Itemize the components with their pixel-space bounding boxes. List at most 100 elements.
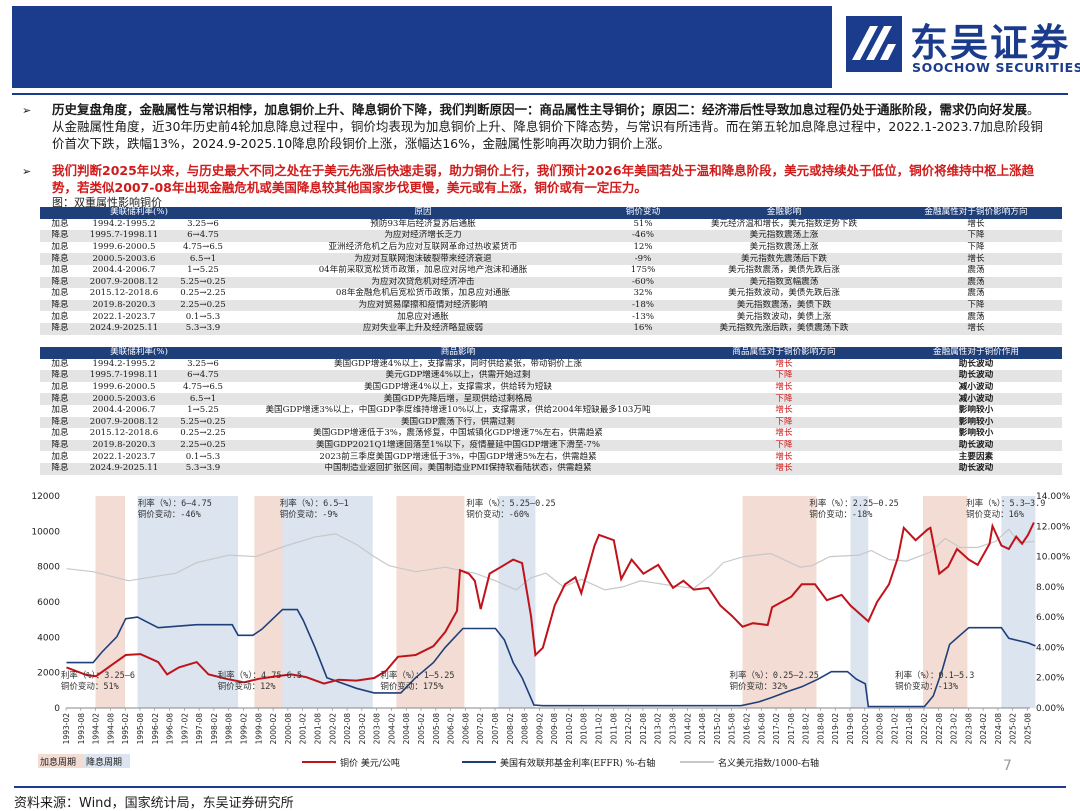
impact-direction: 震荡 — [967, 265, 985, 276]
annotation-rate: 利率（%）：0.1—5.3 — [895, 670, 974, 681]
commodity-impact: 美国GDP先降后增，呈现供给过剩格局 — [238, 393, 678, 405]
x-tick-label: 2004-02 — [387, 713, 396, 745]
copper-price-line — [66, 522, 1035, 685]
copper-change: 175% — [630, 265, 656, 276]
x-tick-label: 2011-08 — [609, 713, 618, 745]
rate-change: 1→5.25 — [187, 405, 219, 416]
t2-row: 加息 2004.4-2006.7 1→5.25 美国GDP增速3%以上，中国GDP季度… — [40, 405, 1062, 417]
annotation-rate: 利率（%）：2.25—0.25 — [809, 498, 898, 509]
x-tick-label: 2015-02 — [713, 713, 722, 745]
cut-period-band — [137, 496, 239, 708]
annotation-rate: 利率（%）：0.25—2.25 — [730, 670, 819, 681]
annotation-rate: 利率（%）：4.75—6.5 — [218, 670, 302, 681]
y-right-tick-label: 14.00% — [1036, 492, 1071, 502]
impact-direction: 增长 — [890, 253, 1062, 265]
annotation-copper: 铜价变动：-46% — [138, 509, 201, 520]
impact-direction: 下降 — [890, 299, 1062, 312]
brand-name-en: SOOCHOW SECURITIES — [912, 60, 1080, 75]
rate-change: 3.25→6 — [187, 358, 219, 369]
commodity-impact: 中国制造业返回扩张区间，美国制造业PMI保持软着陆状态，供需趋紧 — [238, 462, 678, 475]
y-right-tick-label: 8.00% — [1036, 583, 1065, 593]
rate-change: 0.25→2.25 — [180, 428, 226, 439]
y-right-tick-label: 0.00% — [1036, 704, 1065, 714]
t2-row: 加息 1999.6-2000.5 4.75→6.5 美国GDP增速4%以上，支撑需求，… — [40, 382, 1062, 394]
x-tick-label: 2000-08 — [284, 713, 293, 745]
t1-row: 降息 2024.9-2025.11 5.3→3.9 应对失业率上升及经济略显疲弱 16%… — [40, 322, 1062, 335]
x-tick-label: 2014-02 — [683, 713, 692, 745]
x-tick-label: 2000-02 — [269, 713, 278, 745]
t1-row: 加息 1994.2-1995.2 3.25→6 预防93年后经济复苏后通胀 51% 美元经… — [40, 219, 1062, 231]
x-tick-label: 2020-08 — [876, 713, 885, 745]
legend-copper-swatch — [302, 761, 336, 763]
cycle-type: 降息 — [40, 230, 80, 242]
legend-effr-swatch — [462, 761, 496, 763]
annotation-copper: 铜价变动：16% — [966, 509, 1024, 520]
cut-period-band — [498, 496, 536, 708]
legend-dxy-swatch — [680, 761, 714, 763]
x-tick-label: 2013-08 — [669, 713, 678, 745]
x-tick-label: 2008-08 — [521, 713, 530, 745]
x-tick-label: 1999-08 — [254, 713, 263, 745]
t1-header-direction: 金融属性对于铜价影响方向 — [890, 207, 1062, 219]
x-tick-label: 1993-08 — [77, 713, 86, 745]
annotation-rate: 利率（%）：5.25—0.25 — [466, 498, 555, 509]
x-tick-label: 2014-08 — [698, 713, 707, 745]
financial-impact: 美元指数震荡上涨 — [749, 242, 819, 253]
t2-row: 降息 2019.8-2020.3 2.25→0.25 美国GDP2021Q1增速回落至… — [40, 439, 1062, 452]
bullet-arrow-icon: ➢ — [22, 104, 32, 117]
header-banner — [12, 6, 832, 88]
rate-change: 2.25→0.25 — [168, 439, 238, 452]
t1-row: 降息 2000.5-2003.6 6.5→1 为应对互联网泡沫破裂带来经济衰退 -9% 美… — [40, 253, 1062, 265]
rate-change: 3.25→6 — [187, 218, 219, 229]
commodity-direction: 增长 — [678, 462, 890, 475]
x-tick-label: 2007-08 — [491, 713, 500, 745]
soochow-logo-icon — [846, 16, 902, 72]
x-tick-label: 2018-02 — [802, 713, 811, 745]
impact-direction: 增长 — [890, 322, 1062, 335]
x-tick-label: 2016-08 — [757, 713, 766, 745]
copper-change: -60% — [608, 276, 678, 289]
reason: 预防93年后经济复苏后通胀 — [370, 218, 476, 229]
t2-header-rate: 美联储利率(%) — [40, 347, 238, 359]
rate-change: 5.25→0.25 — [168, 416, 238, 429]
x-tick-label: 1999-02 — [240, 713, 249, 745]
financial-role: 减小波动 — [890, 393, 1062, 405]
x-tick-label: 1998-02 — [210, 713, 219, 745]
x-tick-label: 2009-02 — [535, 713, 544, 745]
period: 2000.5-2003.6 — [80, 393, 168, 405]
period: 2024.9-2025.11 — [80, 322, 168, 335]
t2-row: 降息 2024.9-2025.11 5.3→3.9 中国制造业返回扩张区间，美国制造业… — [40, 462, 1062, 475]
rate-change: 0.25→2.25 — [180, 288, 226, 299]
cycle-type: 加息 — [51, 358, 69, 369]
reason: 为应对互联网泡沫破裂带来经济衰退 — [238, 253, 608, 265]
commodity-attribute-table: 美联储利率(%) 商品影响 商品属性对于铜价影响方向 金融属性对于铜价作用 加息… — [40, 347, 1062, 475]
x-tick-label: 2019-08 — [846, 713, 855, 745]
reason: 04年前采取宽松货币政策，加息应对房地产泡沫和通胀 — [318, 265, 528, 276]
x-tick-label: 2022-02 — [920, 713, 929, 745]
period: 2004.4-2006.7 — [92, 265, 156, 276]
cycle-type: 加息 — [51, 405, 69, 416]
annotation-copper: 铜价变动：-60% — [466, 509, 529, 520]
rate-change: 6.5→1 — [168, 253, 238, 265]
copper-change: 51% — [633, 218, 653, 229]
t1-row: 加息 2022.1-2023.7 0.1→5.3 加息应对通胀 -13% 美元指数波动，美… — [40, 311, 1062, 323]
cycle-type: 降息 — [40, 416, 80, 429]
copper-change: 12% — [633, 242, 653, 253]
financial-role: 助长波动 — [890, 370, 1062, 382]
financial-impact: 美元指数震荡，美债先跌后涨 — [728, 265, 840, 276]
x-tick-label: 2008-02 — [506, 713, 515, 745]
x-tick-label: 2011-02 — [595, 713, 604, 745]
impact-direction: 震荡 — [967, 311, 985, 322]
financial-role: 主要因素 — [958, 451, 994, 462]
x-tick-label: 2020-02 — [861, 713, 870, 745]
y-right-tick-label: 12.00% — [1036, 522, 1071, 532]
commodity-impact: 美国GDP增速4%以上，支撑需求，同时供给紧张，带动铜价上涨 — [333, 358, 582, 369]
cycle-type: 加息 — [51, 451, 69, 462]
hike-period-band — [396, 496, 465, 708]
cut-period-band — [282, 496, 373, 708]
x-tick-label: 1997-08 — [195, 713, 204, 745]
rate-change: 6.5→1 — [168, 393, 238, 405]
cut-period-band — [850, 496, 869, 708]
financial-impact: 美元指数先涨后跌，美债震荡下跌 — [678, 322, 890, 335]
figure-caption: 图：双重属性影响铜价 — [52, 196, 162, 209]
